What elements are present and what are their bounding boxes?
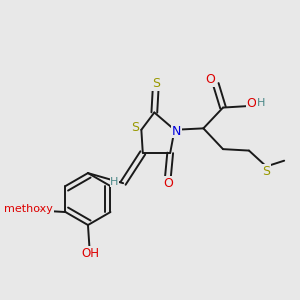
Text: N: N — [172, 125, 182, 138]
Text: H: H — [257, 98, 265, 108]
Text: OH: OH — [82, 247, 100, 260]
Text: O: O — [164, 177, 173, 190]
Text: S: S — [152, 77, 160, 90]
Text: O: O — [206, 73, 215, 86]
Text: S: S — [262, 165, 270, 178]
Text: methoxy: methoxy — [38, 208, 44, 210]
Text: S: S — [131, 121, 139, 134]
Text: O: O — [246, 97, 256, 110]
Text: methoxy: methoxy — [4, 204, 53, 214]
Text: H: H — [110, 177, 119, 187]
